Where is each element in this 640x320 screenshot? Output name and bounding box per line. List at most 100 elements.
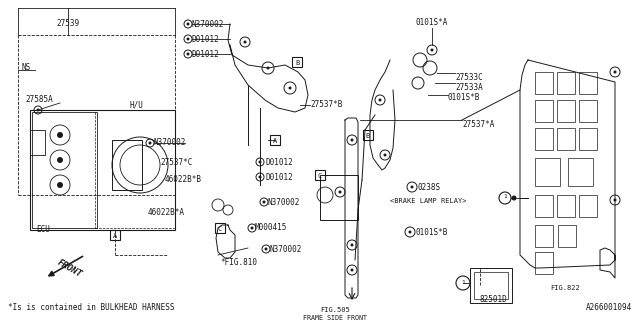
Circle shape bbox=[351, 268, 353, 271]
Text: 1: 1 bbox=[461, 281, 465, 285]
Circle shape bbox=[383, 154, 387, 156]
Circle shape bbox=[148, 141, 152, 145]
Text: C: C bbox=[218, 226, 222, 232]
Circle shape bbox=[36, 108, 40, 111]
Text: FRONT: FRONT bbox=[56, 258, 84, 279]
Text: N370002: N370002 bbox=[268, 198, 300, 207]
Bar bbox=[470, 268, 512, 303]
Bar bbox=[558, 225, 576, 247]
Circle shape bbox=[57, 182, 63, 188]
Text: H/U: H/U bbox=[130, 100, 144, 109]
Circle shape bbox=[378, 99, 381, 101]
Bar bbox=[474, 272, 508, 299]
Text: D01012: D01012 bbox=[265, 173, 292, 182]
Circle shape bbox=[351, 244, 353, 246]
Circle shape bbox=[186, 22, 189, 26]
Bar bbox=[292, 57, 302, 67]
Text: *Is is contained in BULKHEAD HARNESS: *Is is contained in BULKHEAD HARNESS bbox=[8, 303, 175, 312]
Text: 27537*B: 27537*B bbox=[310, 100, 342, 109]
Circle shape bbox=[614, 198, 616, 202]
Text: 46022B*A: 46022B*A bbox=[148, 208, 185, 217]
Bar bbox=[535, 225, 553, 247]
Text: FIG.505: FIG.505 bbox=[320, 307, 350, 313]
Circle shape bbox=[186, 52, 189, 55]
Bar bbox=[579, 72, 597, 94]
Text: 27533A: 27533A bbox=[455, 83, 483, 92]
Text: N370002: N370002 bbox=[192, 20, 225, 29]
Text: 27539: 27539 bbox=[56, 19, 79, 28]
Text: 1: 1 bbox=[503, 195, 507, 199]
Text: <BRAKE LAMP RELAY>: <BRAKE LAMP RELAY> bbox=[390, 198, 467, 204]
Bar bbox=[535, 128, 553, 150]
Text: B: B bbox=[366, 133, 370, 139]
Bar bbox=[535, 252, 553, 274]
Text: 27585A: 27585A bbox=[25, 95, 52, 104]
Circle shape bbox=[289, 86, 291, 90]
Circle shape bbox=[259, 161, 262, 164]
Bar bbox=[568, 158, 593, 186]
Circle shape bbox=[243, 41, 246, 44]
Circle shape bbox=[264, 247, 268, 251]
Bar bbox=[32, 112, 97, 228]
Bar bbox=[215, 223, 225, 233]
Bar bbox=[320, 175, 358, 220]
Text: C: C bbox=[318, 173, 322, 179]
Bar bbox=[557, 72, 575, 94]
Bar bbox=[112, 140, 142, 190]
Bar bbox=[579, 128, 597, 150]
Text: 27537*C: 27537*C bbox=[160, 158, 193, 167]
Text: 82501D: 82501D bbox=[480, 295, 508, 304]
Circle shape bbox=[250, 227, 253, 229]
Text: *FIG.810: *FIG.810 bbox=[220, 258, 257, 267]
Text: M000415: M000415 bbox=[255, 223, 287, 232]
Bar bbox=[30, 110, 175, 230]
Text: 0101S*B: 0101S*B bbox=[415, 228, 447, 237]
Circle shape bbox=[262, 201, 266, 204]
Circle shape bbox=[57, 157, 63, 163]
Text: D01012: D01012 bbox=[265, 158, 292, 167]
Text: FRAME SIDE FRONT: FRAME SIDE FRONT bbox=[303, 315, 367, 320]
Text: 46022B*B: 46022B*B bbox=[165, 175, 202, 184]
Text: D01012: D01012 bbox=[192, 50, 220, 59]
Text: A: A bbox=[273, 138, 277, 144]
Circle shape bbox=[57, 132, 63, 138]
Text: D01012: D01012 bbox=[192, 35, 220, 44]
Circle shape bbox=[351, 139, 353, 141]
Circle shape bbox=[339, 190, 342, 194]
Bar bbox=[270, 135, 280, 145]
Text: 0238S: 0238S bbox=[418, 183, 441, 192]
Circle shape bbox=[266, 67, 269, 69]
Bar bbox=[557, 128, 575, 150]
Text: N370002: N370002 bbox=[270, 245, 302, 254]
Bar bbox=[535, 100, 553, 122]
Bar bbox=[110, 230, 120, 240]
Bar bbox=[30, 130, 45, 155]
Text: ECU: ECU bbox=[36, 225, 50, 234]
Bar bbox=[557, 100, 575, 122]
Bar bbox=[535, 158, 560, 186]
Text: FIG.822: FIG.822 bbox=[550, 285, 580, 291]
Circle shape bbox=[186, 37, 189, 41]
Text: B: B bbox=[295, 60, 299, 66]
Text: 27537*A: 27537*A bbox=[462, 120, 494, 129]
Circle shape bbox=[408, 230, 412, 234]
Bar bbox=[579, 100, 597, 122]
Text: 0101S*B: 0101S*B bbox=[448, 93, 481, 102]
Text: 27533C: 27533C bbox=[455, 73, 483, 82]
Circle shape bbox=[431, 49, 433, 52]
Text: N370002: N370002 bbox=[153, 138, 186, 147]
Text: A: A bbox=[113, 233, 117, 239]
Bar bbox=[535, 72, 553, 94]
Bar bbox=[315, 170, 325, 180]
Bar bbox=[363, 130, 373, 140]
Circle shape bbox=[410, 186, 413, 188]
Text: 0101S*A: 0101S*A bbox=[415, 18, 447, 27]
Text: A266001094: A266001094 bbox=[586, 303, 632, 312]
Circle shape bbox=[259, 175, 262, 179]
Bar bbox=[535, 195, 553, 217]
Text: NS: NS bbox=[21, 63, 30, 72]
Circle shape bbox=[511, 196, 516, 201]
Bar bbox=[557, 195, 575, 217]
Circle shape bbox=[614, 70, 616, 74]
Bar bbox=[579, 195, 597, 217]
